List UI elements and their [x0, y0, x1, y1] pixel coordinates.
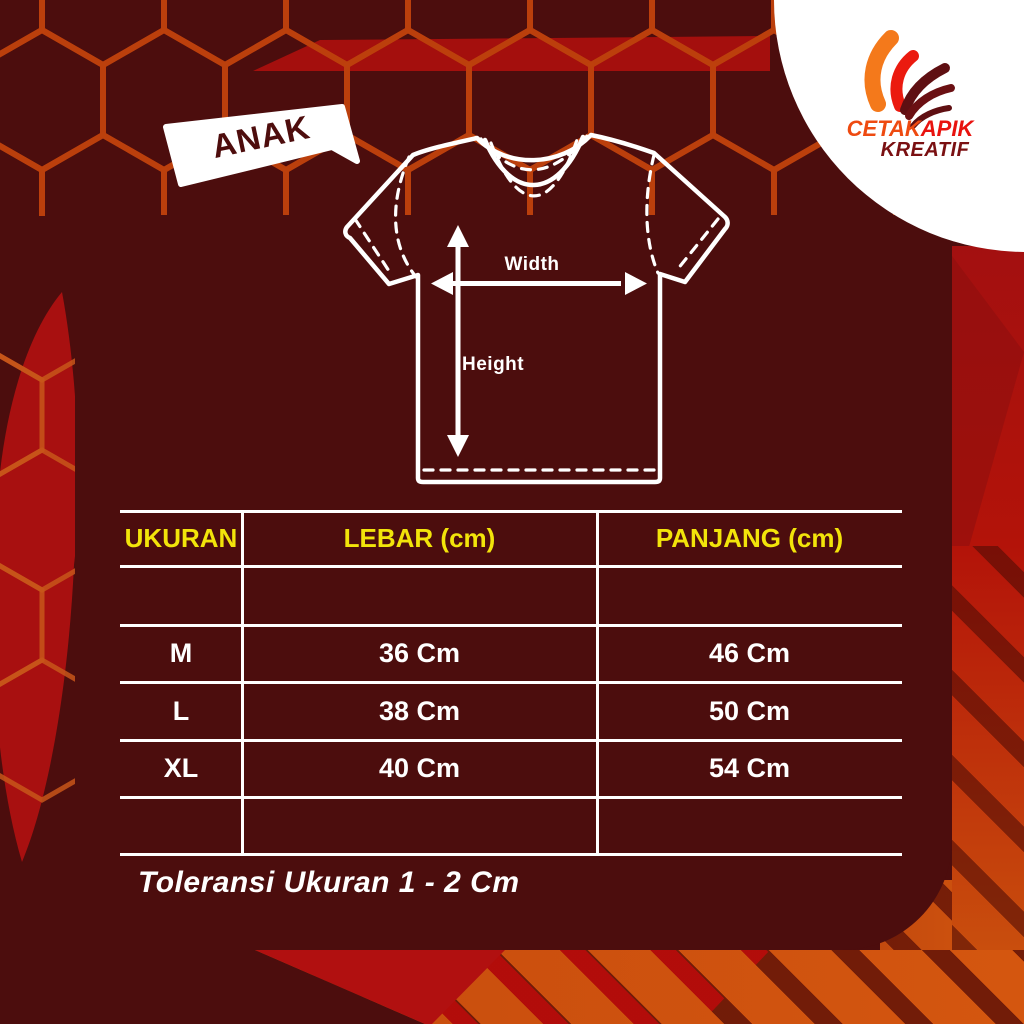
right-armhole-seam — [645, 153, 660, 275]
length-value: 46 Cm — [708, 638, 791, 668]
width-value: 38 Cm — [378, 695, 461, 726]
left-armhole-seam — [394, 155, 418, 279]
size-label: M — [169, 638, 193, 668]
tolerance-note: Toleransi Ukuran 1 - 2 Cm — [138, 866, 520, 899]
left-cuff-seam — [353, 217, 391, 273]
width-value: 36 Cm — [378, 638, 461, 668]
main-panel — [75, 215, 952, 950]
length-value: 54 Cm — [708, 753, 791, 783]
collar-inner — [482, 134, 586, 188]
table-line — [596, 511, 599, 855]
header-panjang: PANJANG (cm) — [655, 523, 844, 553]
size-label: L — [172, 695, 190, 726]
header-ukuran: UKURAN — [124, 523, 238, 553]
table-line — [120, 739, 902, 742]
right-band-wedge — [952, 256, 1024, 546]
table-line — [120, 624, 902, 627]
table-row: XL 40 Cm 54 Cm — [120, 740, 902, 797]
right-edge-band — [952, 246, 1024, 546]
table-row: M 36 Cm 46 Cm — [120, 625, 902, 682]
table-line — [120, 853, 902, 856]
logo-line1: CETAKAPIK — [812, 118, 1008, 140]
width-arrow — [431, 272, 647, 295]
header-lebar: LEBAR (cm) — [343, 523, 496, 553]
logo-kreatif: KREATIF — [880, 139, 970, 161]
width-value: 40 Cm — [378, 753, 461, 783]
hexagon-band — [0, 0, 1024, 275]
size-label: XL — [163, 753, 199, 783]
right-cuff-seam — [675, 217, 720, 272]
cetakapik-flame-icon — [864, 30, 955, 129]
collar-seam-lower — [489, 138, 579, 198]
table-line — [120, 565, 902, 568]
height-label: Height — [462, 354, 525, 375]
left-crescent — [0, 240, 103, 862]
height-arrow — [447, 225, 469, 457]
tshirt-diagram — [343, 132, 730, 485]
tshirt-outline — [343, 132, 730, 485]
logo-wordmark: CETAKAPIK KREATIF — [812, 118, 1008, 161]
table-row: L 38 Cm 50 Cm — [120, 682, 902, 740]
width-label: Width — [504, 254, 560, 275]
size-table: UKURAN LEBAR (cm) PANJANG (cm) M 36 Cm 4… — [120, 510, 902, 856]
length-value: 50 Cm — [708, 695, 791, 726]
table-line — [241, 511, 244, 855]
right-edge-stripes — [952, 546, 1024, 950]
table-line — [120, 681, 902, 684]
table-row-empty-bottom — [120, 797, 902, 855]
table-row-empty-top — [120, 566, 902, 625]
table-header-row: UKURAN LEBAR (cm) PANJANG (cm) — [120, 511, 902, 566]
logo-apik: APIK — [920, 116, 974, 141]
table-line — [120, 510, 902, 513]
logo-cetak: CETAK — [846, 116, 921, 141]
table-line — [120, 796, 902, 799]
anak-banner-shape — [163, 104, 360, 187]
